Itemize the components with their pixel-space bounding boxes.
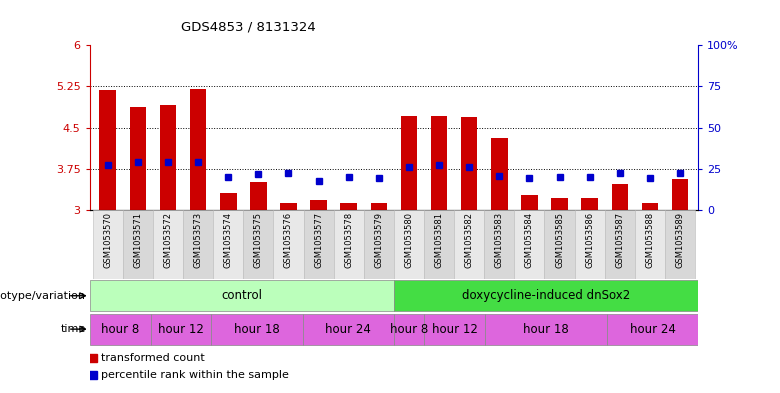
Bar bbox=[274, 210, 303, 279]
Bar bbox=[521, 195, 537, 210]
Text: hour 8: hour 8 bbox=[390, 323, 428, 336]
Text: GSM1053576: GSM1053576 bbox=[284, 212, 293, 268]
Bar bbox=[401, 116, 417, 210]
Bar bbox=[394, 280, 698, 311]
Bar bbox=[394, 210, 424, 279]
Text: GSM1053582: GSM1053582 bbox=[465, 212, 473, 268]
Text: GSM1053577: GSM1053577 bbox=[314, 212, 323, 268]
Text: GSM1053575: GSM1053575 bbox=[254, 212, 263, 268]
Text: hour 24: hour 24 bbox=[629, 323, 675, 336]
Bar bbox=[551, 198, 568, 210]
Text: time: time bbox=[61, 324, 86, 334]
Bar bbox=[183, 210, 213, 279]
Text: hour 12: hour 12 bbox=[158, 323, 204, 336]
Bar bbox=[607, 314, 698, 345]
Text: GSM1053585: GSM1053585 bbox=[555, 212, 564, 268]
Text: GSM1053579: GSM1053579 bbox=[374, 212, 383, 268]
Text: GSM1053573: GSM1053573 bbox=[193, 212, 203, 268]
Text: hour 24: hour 24 bbox=[325, 323, 371, 336]
Bar bbox=[581, 198, 598, 210]
Bar bbox=[485, 314, 607, 345]
Bar bbox=[575, 210, 604, 279]
Text: hour 18: hour 18 bbox=[234, 323, 280, 336]
Bar bbox=[220, 193, 236, 210]
Text: GSM1053586: GSM1053586 bbox=[585, 212, 594, 268]
Bar bbox=[672, 180, 688, 210]
Bar bbox=[370, 203, 387, 210]
Bar bbox=[303, 314, 394, 345]
Text: GSM1053570: GSM1053570 bbox=[103, 212, 112, 268]
Bar bbox=[160, 105, 176, 210]
Bar bbox=[424, 210, 454, 279]
Bar bbox=[151, 314, 211, 345]
Bar bbox=[604, 210, 635, 279]
Bar bbox=[431, 116, 448, 210]
Bar bbox=[334, 210, 363, 279]
Text: hour 12: hour 12 bbox=[432, 323, 477, 336]
Text: GSM1053571: GSM1053571 bbox=[133, 212, 143, 268]
Text: control: control bbox=[222, 289, 262, 302]
Text: GSM1053572: GSM1053572 bbox=[164, 212, 172, 268]
Bar bbox=[612, 184, 628, 210]
Bar bbox=[454, 210, 484, 279]
Bar bbox=[665, 210, 695, 279]
Bar bbox=[211, 314, 303, 345]
Bar bbox=[484, 210, 514, 279]
Bar bbox=[303, 210, 334, 279]
Text: GDS4853 / 8131324: GDS4853 / 8131324 bbox=[181, 20, 316, 33]
Bar bbox=[635, 210, 665, 279]
Text: GSM1053578: GSM1053578 bbox=[344, 212, 353, 268]
Text: transformed count: transformed count bbox=[101, 353, 205, 363]
Text: genotype/variation: genotype/variation bbox=[0, 291, 86, 301]
Bar bbox=[190, 89, 207, 210]
Text: GSM1053584: GSM1053584 bbox=[525, 212, 534, 268]
Bar bbox=[213, 210, 243, 279]
Bar bbox=[90, 280, 394, 311]
Text: GSM1053589: GSM1053589 bbox=[675, 212, 685, 268]
Bar bbox=[90, 314, 151, 345]
Text: GSM1053574: GSM1053574 bbox=[224, 212, 232, 268]
Bar bbox=[129, 107, 146, 210]
Bar bbox=[310, 200, 327, 210]
Text: hour 8: hour 8 bbox=[101, 323, 140, 336]
Text: hour 18: hour 18 bbox=[523, 323, 569, 336]
Text: doxycycline-induced dnSox2: doxycycline-induced dnSox2 bbox=[462, 289, 630, 302]
Bar bbox=[424, 314, 485, 345]
Bar bbox=[491, 138, 508, 210]
Bar bbox=[544, 210, 575, 279]
Bar bbox=[514, 210, 544, 279]
Bar bbox=[280, 202, 296, 210]
Text: percentile rank within the sample: percentile rank within the sample bbox=[101, 370, 289, 380]
Bar bbox=[394, 314, 424, 345]
Bar bbox=[340, 202, 357, 210]
Bar bbox=[250, 182, 267, 210]
Bar bbox=[153, 210, 183, 279]
Text: GSM1053580: GSM1053580 bbox=[405, 212, 413, 268]
Bar bbox=[642, 202, 658, 210]
Text: GSM1053583: GSM1053583 bbox=[495, 212, 504, 268]
Bar bbox=[122, 210, 153, 279]
Bar bbox=[461, 117, 477, 210]
Text: GSM1053581: GSM1053581 bbox=[434, 212, 444, 268]
Text: GSM1053587: GSM1053587 bbox=[615, 212, 624, 268]
Bar bbox=[100, 90, 116, 210]
Bar bbox=[243, 210, 274, 279]
Bar bbox=[363, 210, 394, 279]
Bar bbox=[93, 210, 122, 279]
Text: GSM1053588: GSM1053588 bbox=[645, 212, 654, 268]
